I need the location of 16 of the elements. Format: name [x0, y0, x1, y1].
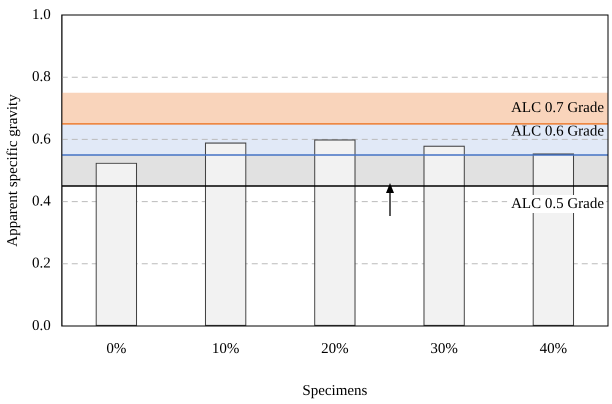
- y-tick-label: 0.6: [32, 131, 52, 148]
- x-tick-label: 40%: [540, 340, 568, 357]
- x-tick-label: 10%: [212, 340, 240, 357]
- x-tick-label: 20%: [321, 340, 349, 357]
- band-label: ALC 0.5 Grade: [511, 196, 604, 212]
- x-tick-label: 0%: [106, 340, 126, 357]
- band-label: ALC 0.7 Grade: [511, 100, 604, 116]
- y-tick-label: 0.0: [32, 318, 51, 334]
- y-axis-title: Apparent specific gravity: [4, 94, 21, 247]
- band-label: ALC 0.6 Grade: [511, 123, 604, 140]
- y-tick-label: 0.8: [32, 69, 51, 86]
- y-tick-label: 0.4: [32, 194, 52, 210]
- y-tick-label: 1.0: [32, 6, 51, 23]
- y-tick-label: 0.2: [32, 256, 51, 272]
- x-axis-title: Specimens: [302, 382, 368, 399]
- x-tick-label: 30%: [430, 340, 458, 357]
